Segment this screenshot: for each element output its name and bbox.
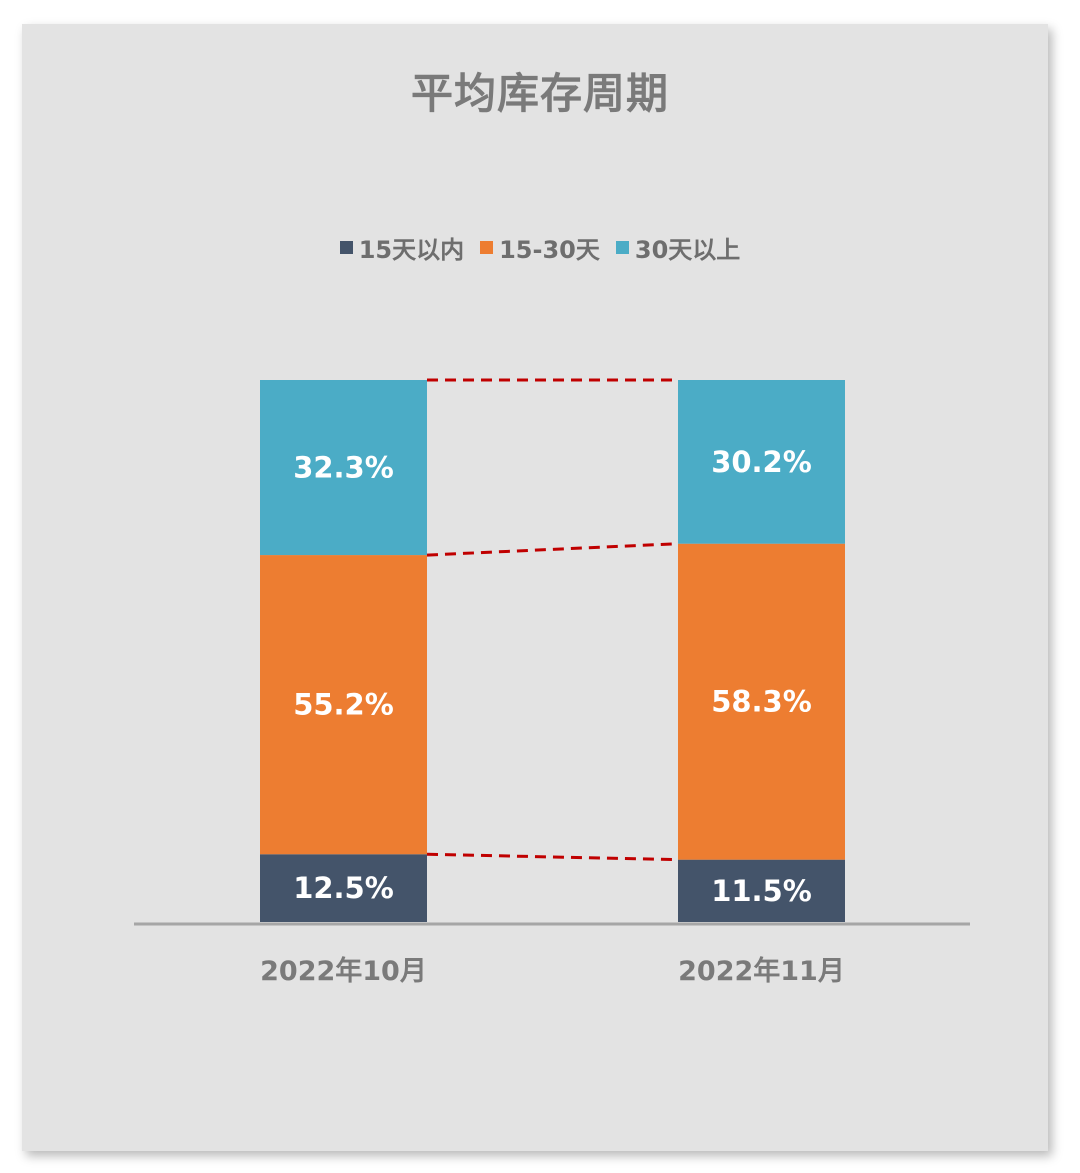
data-label: 32.3% <box>293 451 394 485</box>
data-label: 58.3% <box>711 685 812 719</box>
legend-swatch <box>339 241 353 254</box>
series-line <box>426 852 679 862</box>
category-label: 2022年11月 <box>678 955 845 987</box>
legend-item-1: 15-30天 <box>480 230 600 265</box>
category-label: 2022年10月 <box>260 955 427 987</box>
legend-label: 30天以上 <box>634 236 741 264</box>
bar-segment <box>678 543 845 860</box>
series-line <box>426 542 679 557</box>
bar-segment <box>260 555 427 855</box>
chart-legend: 15天以内 15-30天 30天以上 <box>0 230 1080 265</box>
legend-swatch <box>615 241 629 254</box>
bar-segment <box>678 859 845 922</box>
bar-segment <box>260 854 427 922</box>
data-label: 55.2% <box>293 688 394 722</box>
data-label: 11.5% <box>711 874 812 908</box>
bar-segment <box>260 380 427 556</box>
bar-segment <box>678 380 845 544</box>
data-label: 30.2% <box>711 445 812 479</box>
chart-title: 平均库存周期 <box>410 69 669 118</box>
legend-label: 15-30天 <box>499 236 600 264</box>
legend-item-0: 15天以内 <box>339 230 465 265</box>
legend-label: 15天以内 <box>358 236 465 264</box>
data-label: 12.5% <box>293 871 394 905</box>
legend-item-2: 30天以上 <box>615 230 741 265</box>
chart-card <box>22 24 1048 1151</box>
legend-swatch <box>480 241 494 254</box>
